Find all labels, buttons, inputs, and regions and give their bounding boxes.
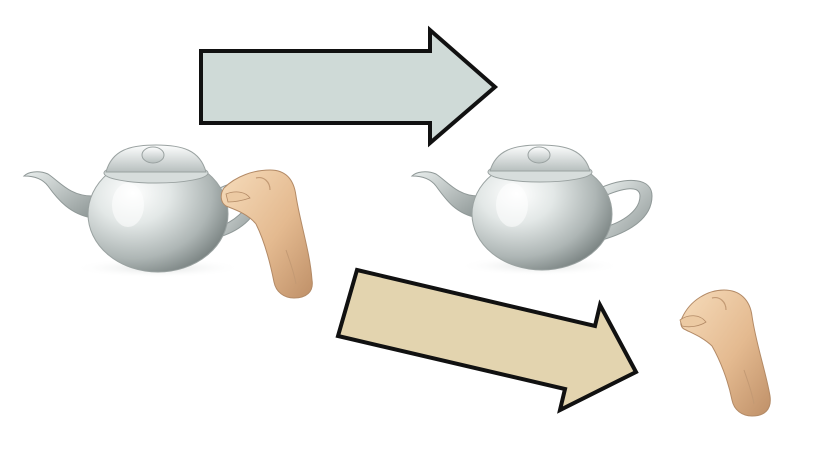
teapot-icon — [22, 144, 259, 278]
hand-arrow — [335, 267, 639, 414]
hand-icon — [220, 169, 313, 299]
teapot-icon — [410, 144, 653, 276]
teapot-arrow — [199, 25, 499, 148]
hand-icon — [679, 289, 771, 417]
arrow-right-icon — [199, 25, 499, 148]
arrow-right-icon — [335, 267, 639, 414]
